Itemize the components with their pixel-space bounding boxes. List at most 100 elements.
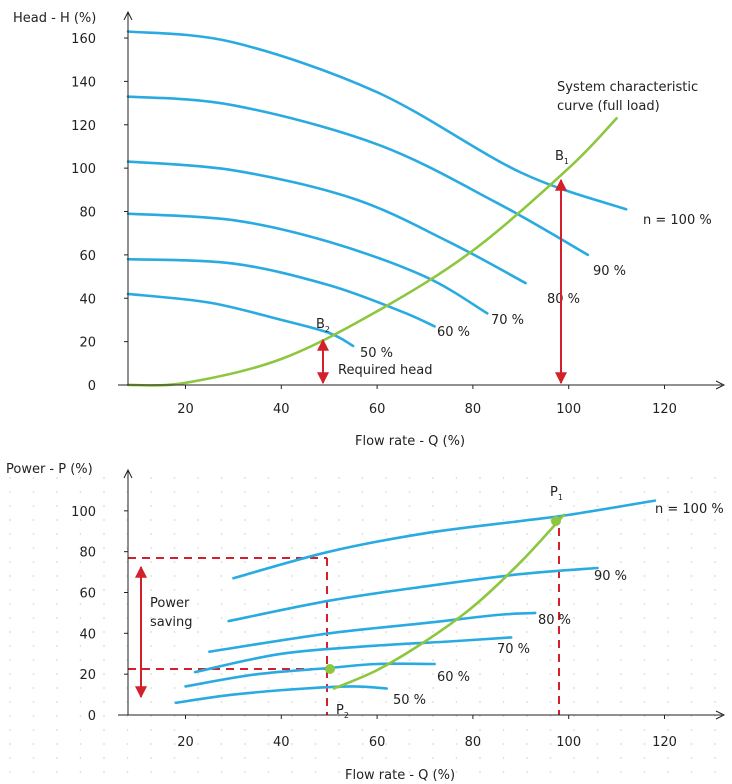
- grid-dot: [408, 743, 411, 745]
- grid-dot: [714, 687, 716, 689]
- y-tick-label: 20: [79, 668, 96, 683]
- grid-dot: [549, 729, 552, 731]
- grid-dot: [432, 491, 434, 493]
- grid-dot: [150, 715, 152, 717]
- grid-dot: [314, 561, 317, 563]
- series-line-5: [126, 292, 355, 348]
- grid-dot: [103, 533, 105, 535]
- grid-dot: [573, 757, 575, 759]
- grid-dot: [56, 701, 58, 703]
- grid-dot: [714, 771, 716, 773]
- grid-dot: [103, 743, 105, 745]
- grid-dot: [502, 757, 505, 759]
- grid-dot: [32, 743, 35, 745]
- grid-dot: [220, 659, 223, 661]
- grid-dot: [643, 659, 646, 661]
- grid-dot: [56, 631, 58, 633]
- p1-label: P1: [550, 485, 563, 502]
- y-tick-label: 60: [79, 249, 96, 264]
- grid-dot: [361, 617, 364, 619]
- grid-dot: [361, 631, 364, 633]
- grid-dot: [79, 589, 82, 591]
- label-80: 80 %: [547, 292, 580, 307]
- grid-dot: [314, 659, 317, 661]
- grid-dot: [549, 547, 552, 549]
- grid-dot: [643, 505, 646, 507]
- grid-dot: [549, 771, 552, 773]
- grid-dot: [291, 645, 293, 647]
- grid-dot: [596, 771, 599, 773]
- grid-dot: [479, 477, 481, 479]
- grid-dot: [643, 687, 646, 689]
- grid-dot: [667, 505, 669, 507]
- grid-dot: [103, 603, 105, 605]
- grid-dot: [385, 673, 387, 675]
- grid-dot: [455, 505, 458, 507]
- grid-dot: [220, 687, 223, 689]
- grid-dot: [291, 491, 293, 493]
- grid-dot: [714, 575, 716, 577]
- grid-dot: [361, 701, 364, 703]
- grid-dot: [667, 701, 669, 703]
- grid-dot: [173, 519, 176, 521]
- grid-dot: [338, 673, 340, 675]
- grid-dot: [526, 617, 528, 619]
- grid-dot: [103, 575, 105, 577]
- grid-dot: [690, 491, 693, 493]
- grid-dot: [267, 533, 270, 535]
- grid-dot: [150, 701, 152, 703]
- series-line-4: [184, 662, 436, 688]
- grid-dot: [620, 477, 622, 479]
- b1-label: B1: [555, 149, 569, 166]
- grid-dot: [596, 631, 599, 633]
- grid-dot: [103, 659, 105, 661]
- grid-dot: [32, 561, 35, 563]
- grid-dot: [408, 701, 411, 703]
- grid-dot: [502, 701, 505, 703]
- grid-dot: [620, 589, 622, 591]
- grid-dot: [220, 729, 223, 731]
- grid-dot: [385, 477, 387, 479]
- grid-dot: [150, 673, 152, 675]
- grid-dot: [338, 715, 340, 717]
- grid-dot: [432, 659, 434, 661]
- grid-dot: [9, 533, 11, 535]
- grid-dot: [103, 771, 105, 773]
- grid-dot: [714, 645, 716, 647]
- grid-dot: [197, 603, 199, 605]
- label-90: 90 %: [594, 569, 627, 584]
- grid-dots: [9, 477, 716, 773]
- grid-dot: [502, 673, 505, 675]
- grid-dot: [643, 575, 646, 577]
- grid-dot: [549, 505, 552, 507]
- grid-dot: [643, 561, 646, 563]
- grid-dot: [502, 631, 505, 633]
- grid-dot: [361, 715, 364, 717]
- grid-dot: [173, 743, 176, 745]
- grid-dot: [291, 505, 293, 507]
- grid-dot: [573, 617, 575, 619]
- grid-dot: [338, 757, 340, 759]
- grid-dot: [549, 743, 552, 745]
- grid-dot: [643, 701, 646, 703]
- grid-dot: [79, 645, 82, 647]
- grid-dot: [197, 561, 199, 563]
- grid-dot: [502, 743, 505, 745]
- grid-dot: [314, 575, 317, 577]
- grid-dot: [408, 603, 411, 605]
- grid-dot: [714, 631, 716, 633]
- grid-dot: [220, 673, 223, 675]
- grid-dot: [432, 519, 434, 521]
- label-50: 50 %: [393, 693, 426, 708]
- grid-dot: [455, 729, 458, 731]
- grid-dot: [385, 743, 387, 745]
- grid-dot: [573, 743, 575, 745]
- grid-dot: [291, 771, 293, 773]
- grid-dot: [197, 491, 199, 493]
- grid-dot: [197, 477, 199, 479]
- grid-dot: [220, 743, 223, 745]
- x-tick-label: 40: [273, 402, 290, 417]
- grid-dot: [126, 757, 129, 759]
- y-tick-label: 140: [71, 75, 96, 90]
- grid-dot: [408, 673, 411, 675]
